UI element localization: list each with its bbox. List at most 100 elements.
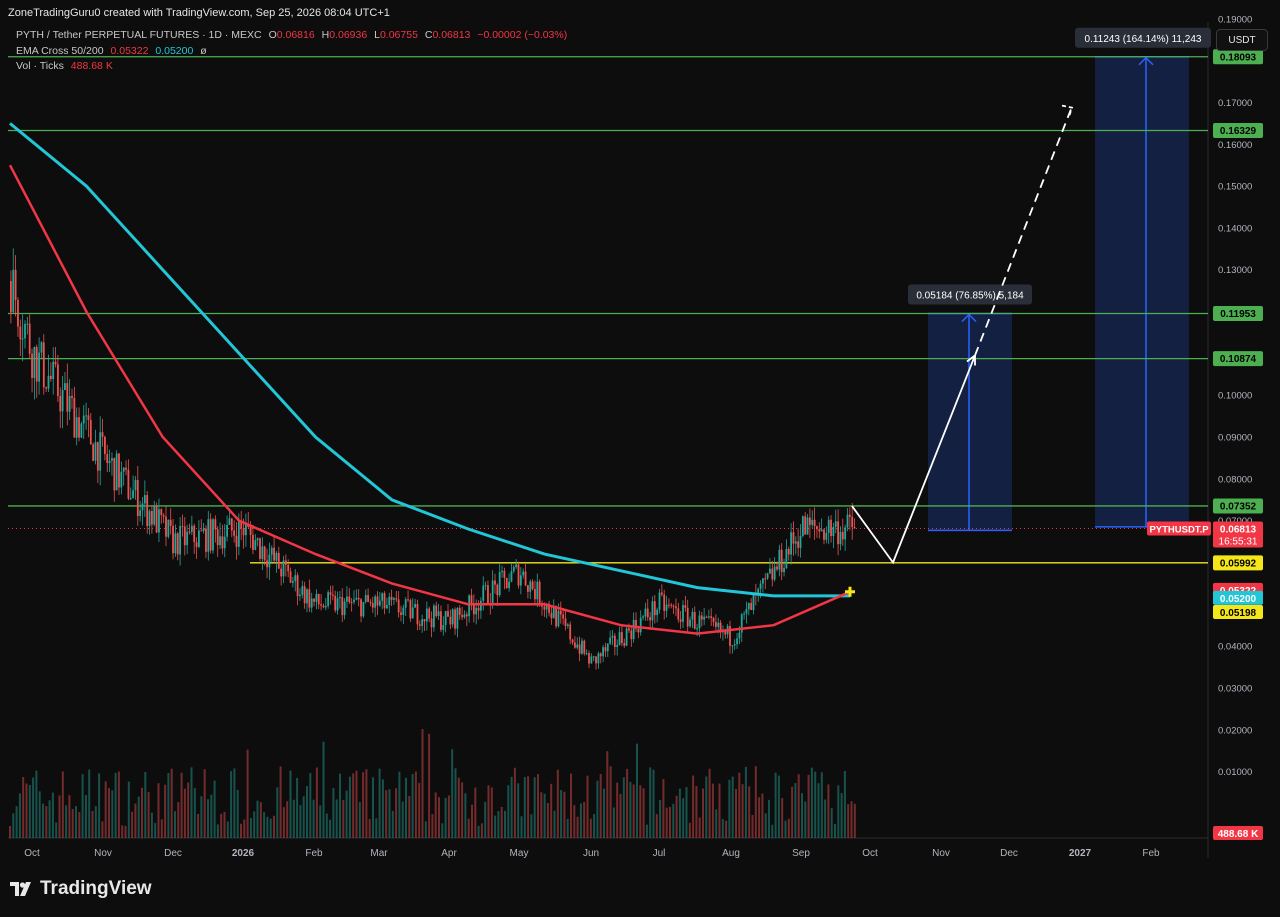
legend-volume-label[interactable]: Vol · Ticks <box>16 60 64 72</box>
volume-bar <box>65 805 68 838</box>
candle-body <box>482 585 485 601</box>
candle-body <box>437 611 440 616</box>
candle-body <box>395 598 398 600</box>
volume-bar <box>764 813 767 838</box>
volume-bar <box>104 781 107 838</box>
candle-body <box>66 383 69 412</box>
currency-unit-button[interactable]: USDT <box>1216 29 1268 51</box>
volume-bar <box>25 783 28 838</box>
legend-ema-extra: ø <box>200 45 207 57</box>
level-tag-4: 0.07352 <box>1220 501 1257 512</box>
volume-bar <box>556 769 559 838</box>
volume-bar <box>355 770 358 838</box>
candle-body <box>472 604 475 615</box>
candle-body <box>202 528 205 531</box>
volume-bar <box>721 819 724 838</box>
volume-bar <box>619 793 622 838</box>
candle-body <box>830 519 832 537</box>
candle-body <box>80 423 83 438</box>
candle-body <box>851 516 854 528</box>
candle-body <box>844 527 847 540</box>
plot-area <box>8 22 1208 838</box>
volume-bar <box>843 770 846 838</box>
legend-ema-label[interactable]: EMA Cross 50/200 <box>16 45 104 57</box>
y-tick-label-7: 0.09000 <box>1218 433 1252 444</box>
volume-bar <box>504 810 506 838</box>
legend-volume-value: 488.68 K <box>70 60 113 72</box>
candle-body <box>639 617 642 633</box>
candle-body <box>61 390 64 412</box>
candle-body <box>414 604 416 608</box>
candle-body <box>689 619 691 627</box>
level-tag-bg-0 <box>1213 49 1263 65</box>
candle-body <box>790 532 792 555</box>
candle-body <box>242 528 245 536</box>
candle-body <box>308 589 311 608</box>
candle-body <box>327 592 330 606</box>
x-tick-label-0: Oct <box>24 848 40 859</box>
candle-body <box>527 585 529 592</box>
volume-bar <box>748 786 751 838</box>
candle-body <box>259 538 261 559</box>
ema-slow-line <box>9 122 850 598</box>
candle-body <box>541 604 543 607</box>
candle-body <box>21 338 24 340</box>
candle-body <box>240 520 243 529</box>
volume-bar <box>586 775 589 838</box>
candle-body <box>559 610 562 615</box>
candle-body <box>656 609 659 616</box>
candle-body <box>52 361 55 379</box>
candle-body <box>538 581 541 605</box>
volume-bar <box>246 749 249 838</box>
tradingview-logo[interactable]: TradingView <box>10 878 152 900</box>
volume-bar <box>791 786 794 838</box>
candle-body <box>510 571 513 582</box>
candle-body <box>430 618 433 628</box>
volume-bar <box>603 788 605 838</box>
candle-body <box>219 536 221 546</box>
candle-body <box>494 580 496 585</box>
volume-bar <box>286 801 289 838</box>
candle-body <box>404 599 407 608</box>
candle-body <box>524 571 527 586</box>
candle-body <box>569 624 572 640</box>
volume-bar <box>342 799 345 838</box>
candle-body <box>841 531 844 540</box>
volume-bar <box>434 792 437 838</box>
volume-bar <box>296 777 299 838</box>
candle-body <box>221 536 224 549</box>
candle-body <box>132 490 134 499</box>
volume-bar <box>385 790 388 838</box>
candle-body <box>444 611 447 626</box>
level-tag-0: 0.18093 <box>1220 52 1257 63</box>
candle-body <box>362 601 365 617</box>
candle-body <box>24 323 26 339</box>
projection-box-0 <box>928 313 1012 531</box>
y-tick-label-2: 0.16000 <box>1218 140 1252 151</box>
x-tick-label-15: 2027 <box>1069 848 1092 859</box>
candle-body <box>390 596 393 600</box>
candle-body <box>743 613 745 615</box>
legend-symbol[interactable]: PYTH / Tether PERPETUAL FUTURES · 1D · M… <box>16 29 262 41</box>
volume-bar <box>527 776 530 838</box>
candle-body <box>252 534 254 550</box>
price-tag-3: 0.05198 <box>1220 608 1257 619</box>
volume-bar <box>121 825 124 838</box>
candle-body <box>566 624 569 627</box>
level-tag-bg-3 <box>1213 351 1263 367</box>
candle-body <box>794 541 797 544</box>
volume-bar <box>421 729 424 838</box>
volume-bar <box>599 773 602 838</box>
y-tick-label-6: 0.10000 <box>1218 391 1252 402</box>
volume-bar <box>698 817 701 838</box>
volume-bar <box>751 814 754 838</box>
candle-body <box>668 604 670 606</box>
candle-body <box>548 603 550 613</box>
candle-body <box>165 516 167 537</box>
volume-bar <box>688 822 691 838</box>
candle-body <box>663 594 666 611</box>
volume-bar <box>546 802 549 838</box>
volume-bar <box>154 822 157 838</box>
volume-bar <box>834 823 836 838</box>
